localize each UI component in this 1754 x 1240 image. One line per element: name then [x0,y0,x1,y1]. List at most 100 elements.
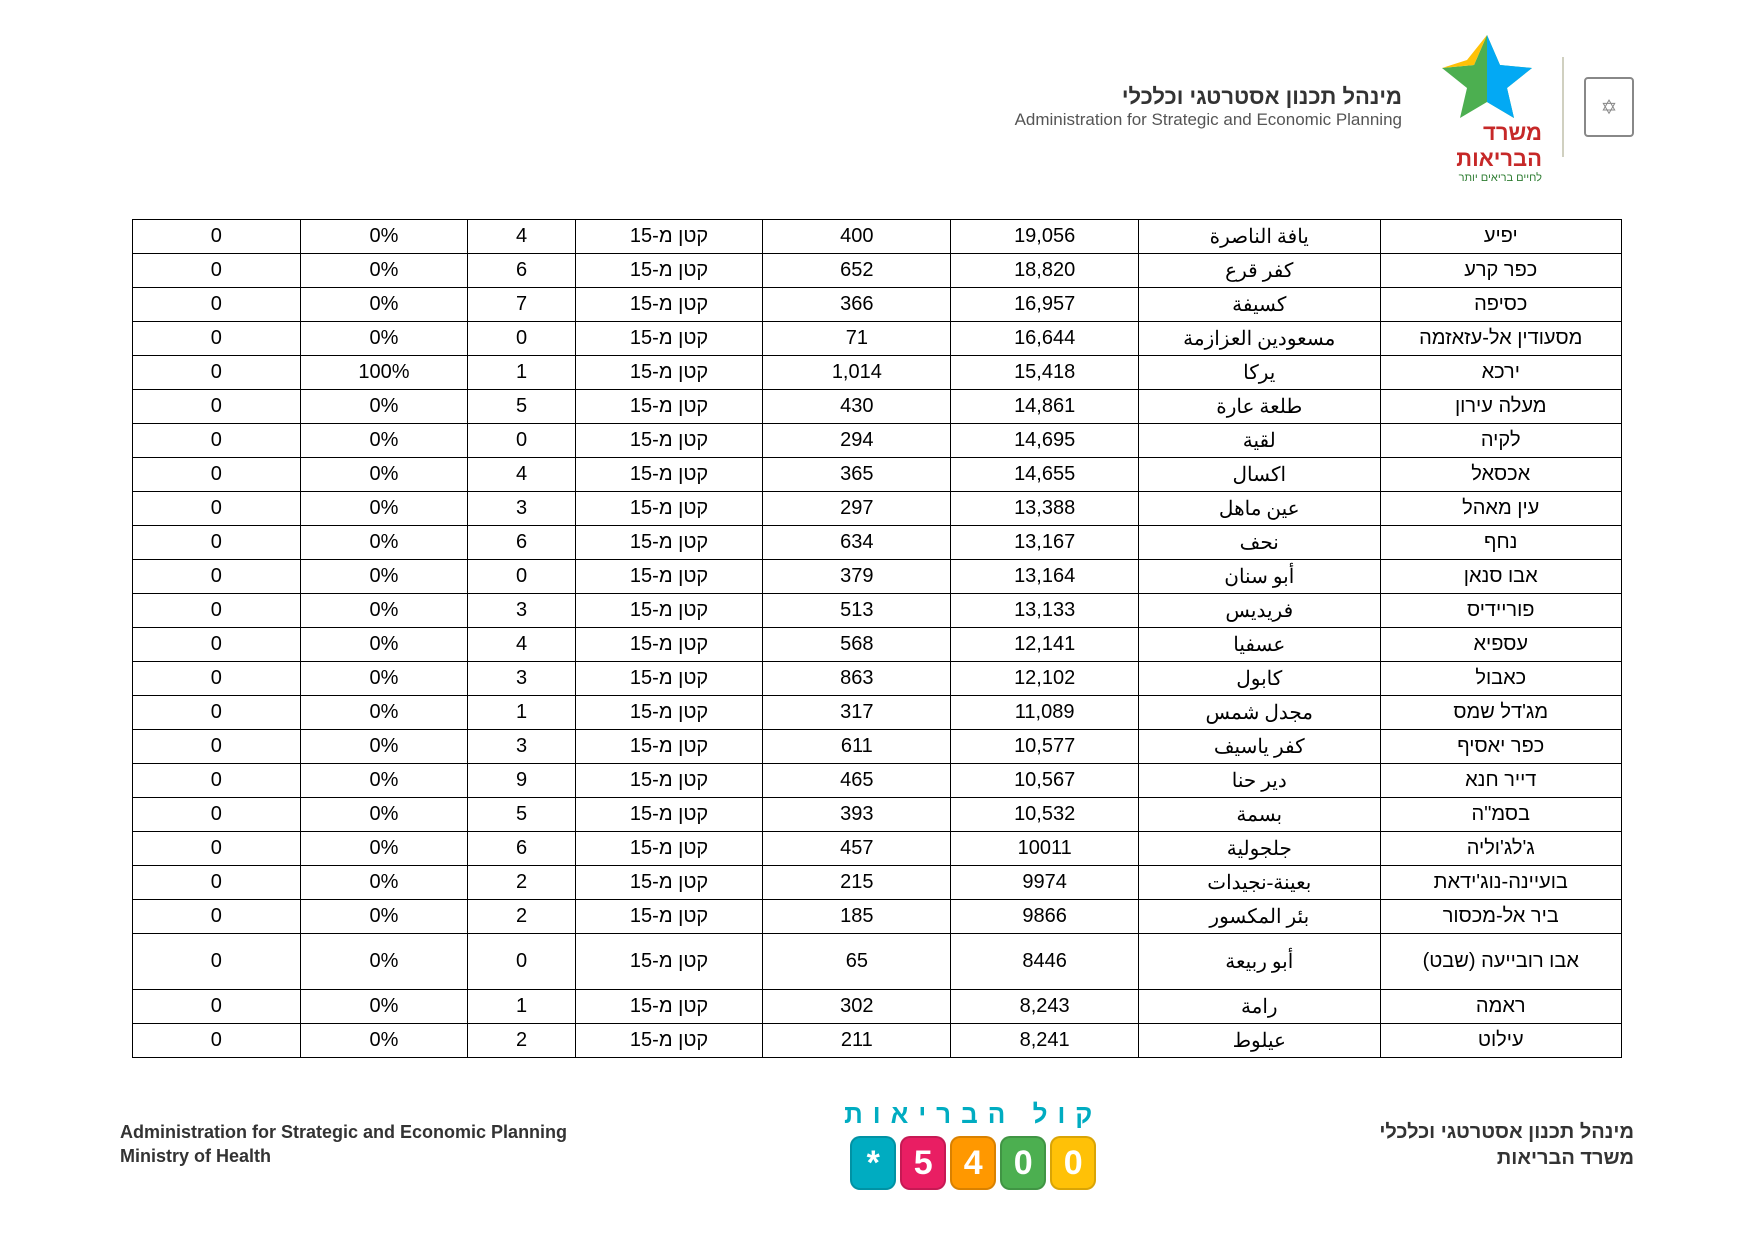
table-row: 00%2קטן מ-152159974بعينة-نجيداتבועיינה-נ… [133,866,1622,900]
table-cell: כפר יאסיף [1380,730,1622,764]
table-cell: קטן מ-15 [575,866,763,900]
table-cell: جلجولية [1139,832,1380,866]
table-cell: אבו רובייעה (שבט) [1380,934,1622,990]
table-cell: 3 [468,662,575,696]
table-cell: 13,388 [951,492,1139,526]
table-cell: 0% [300,594,468,628]
table-cell: 0% [300,696,468,730]
badge-char: * [850,1136,896,1190]
table-cell: 0% [300,990,468,1024]
footer-right-line2: משרד הבריאות [1379,1145,1634,1171]
table-cell: بئر المكسور [1139,900,1380,934]
table-cell: 3 [468,730,575,764]
table-cell: 0% [300,322,468,356]
table-cell: نحف [1139,526,1380,560]
table-cell: 317 [763,696,951,730]
table-cell: עספיא [1380,628,1622,662]
table-cell: ירכא [1380,356,1622,390]
table-cell: 0% [300,254,468,288]
table-cell: 0 [468,560,575,594]
table-cell: 12,141 [951,628,1139,662]
footer-right: מינהל תכנון אסטרטגי וכלכלי משרד הבריאות [1379,1119,1634,1171]
table-cell: 0% [300,832,468,866]
table-cell: 1,014 [763,356,951,390]
table-cell: נחף [1380,526,1622,560]
table-cell: 0 [133,628,301,662]
hotline-badge: *5400 [850,1136,1096,1190]
table-row: 00%3קטן מ-1529713,388عين ماهلעין מאהל [133,492,1622,526]
state-emblem-icon: ✡ [1584,77,1634,137]
header-english: Administration for Strategic and Economi… [1015,110,1402,130]
table-cell: 13,133 [951,594,1139,628]
table-row: 00%2קטן מ-152118,241عيلوطעילוט [133,1024,1622,1058]
table-cell: 0% [300,900,468,934]
table-cell: ג'לג'וליה [1380,832,1622,866]
table-cell: 100% [300,356,468,390]
table-cell: 185 [763,900,951,934]
table-cell: 2 [468,900,575,934]
table-cell: مجدل شمس [1139,696,1380,730]
table-cell: 0 [133,254,301,288]
table-row: 00%0קטן מ-1529414,695لقيةלקיה [133,424,1622,458]
table-cell: 6 [468,526,575,560]
table-cell: קטן מ-15 [575,934,763,990]
table-cell: 0 [133,900,301,934]
table-cell: 65 [763,934,951,990]
table-cell: בסמ"ה [1380,798,1622,832]
table-cell: 0 [133,730,301,764]
table-row: 00%5קטן מ-1543014,861طلعة عارةמעלה עירון [133,390,1622,424]
table-cell: لقية [1139,424,1380,458]
table-cell: 0% [300,424,468,458]
table-cell: 14,861 [951,390,1139,424]
table-row: 00%6קטן מ-1565218,820كفر قرعכפר קרע [133,254,1622,288]
table-cell: 297 [763,492,951,526]
table-cell: 513 [763,594,951,628]
table-row: 00%7קטן מ-1536616,957كسيفةכסיפה [133,288,1622,322]
table-cell: 366 [763,288,951,322]
table-cell: بسمة [1139,798,1380,832]
table-cell: 430 [763,390,951,424]
table-cell: 3 [468,594,575,628]
table-cell: 652 [763,254,951,288]
table-cell: أبو سنان [1139,560,1380,594]
table-cell: 1 [468,696,575,730]
table-cell: פוריידיס [1380,594,1622,628]
table-cell: ביר אל-מכסור [1380,900,1622,934]
footer-center: קול הבריאות *5400 [844,1099,1102,1190]
table-cell: 0% [300,934,468,990]
table-row: 00%3קטן מ-1586312,102كابولכאבול [133,662,1622,696]
table-cell: קטן מ-15 [575,390,763,424]
brand-line2: הבריאות [1432,146,1542,172]
table-cell: كفر قرع [1139,254,1380,288]
table-cell: 16,644 [951,322,1139,356]
table-cell: קטן מ-15 [575,492,763,526]
table-cell: 0 [468,934,575,990]
table-cell: كفر ياسيف [1139,730,1380,764]
table-row: 00%1קטן מ-1531711,089مجدل شمسמג'דל שמס [133,696,1622,730]
table-cell: 0 [133,390,301,424]
table-cell: קטן מ-15 [575,832,763,866]
table-cell: קטן מ-15 [575,288,763,322]
table-cell: 1 [468,356,575,390]
table-cell: אכסאל [1380,458,1622,492]
table-cell: דייר חנא [1380,764,1622,798]
table-cell: 0% [300,526,468,560]
table-row: 00%0קטן מ-1537913,164أبو سنانאבו סנאן [133,560,1622,594]
table-cell: 13,164 [951,560,1139,594]
badge-char: 0 [1000,1136,1046,1190]
table-cell: 211 [763,1024,951,1058]
brand-sub: לחיים בריאים יותר [1432,172,1542,184]
table-cell: كسيفة [1139,288,1380,322]
table-cell: 0 [133,1024,301,1058]
star-icon [1432,30,1542,120]
ministry-logo: משרד הבריאות לחיים בריאים יותר [1432,30,1542,184]
table-cell: 0% [300,492,468,526]
table-cell: 10,577 [951,730,1139,764]
table-cell: 0 [133,560,301,594]
table-cell: 0 [133,322,301,356]
table-cell: בועיינה-נוג'ידאת [1380,866,1622,900]
table-cell: بعينة-نجيدات [1139,866,1380,900]
table-cell: 465 [763,764,951,798]
table-cell: לקיה [1380,424,1622,458]
footer-center-title: קול הבריאות [844,1099,1102,1130]
